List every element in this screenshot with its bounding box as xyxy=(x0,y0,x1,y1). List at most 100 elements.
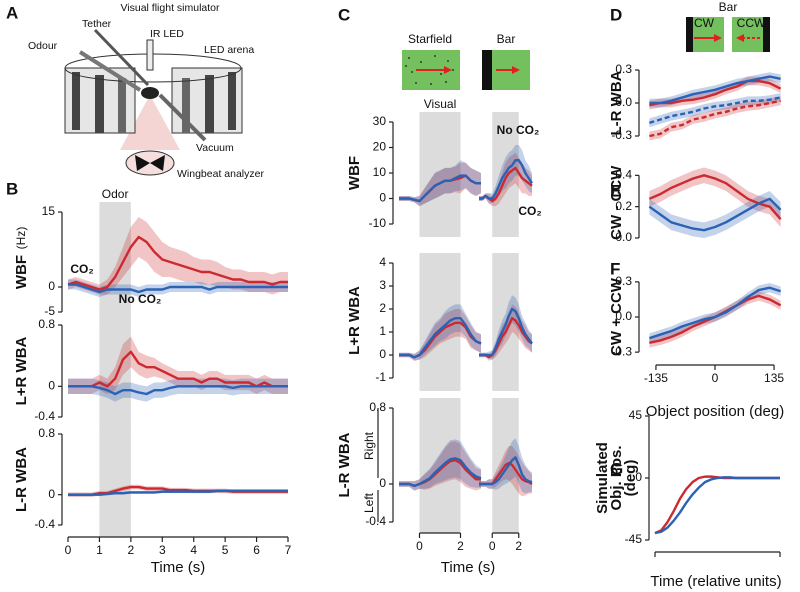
y-axis-label: Obj. Pos. xyxy=(608,445,625,510)
error-band xyxy=(68,217,288,295)
annotation: CO₂ xyxy=(70,262,93,276)
y-tick-label: 0.0 xyxy=(615,230,632,244)
diagram-label: Odour xyxy=(28,40,58,52)
x-tick-label: 7 xyxy=(285,543,292,557)
trace xyxy=(68,350,288,388)
x-axis-label: Time (s) xyxy=(441,559,495,576)
trace xyxy=(649,75,781,105)
diagram-label: IR LED xyxy=(150,28,184,40)
x-tick-label: 0 xyxy=(489,539,496,553)
y-axis-label: Simulated xyxy=(594,442,611,514)
trace xyxy=(67,235,288,291)
y-tick-label: 0 xyxy=(48,379,55,393)
y-axis-label: CW + CCW xyxy=(608,277,625,356)
y-tick-label: 10 xyxy=(373,165,387,179)
y-tick-label: -0.4 xyxy=(34,517,55,531)
stimulus-window xyxy=(419,398,461,533)
y-axis-label: L-R WBA xyxy=(13,447,30,512)
direction-label: Right xyxy=(362,431,376,460)
y-axis-label: WBF xyxy=(13,255,30,289)
y-axis-label: L+R WBA xyxy=(346,286,363,355)
y-tick-label: 0.3 xyxy=(615,62,632,76)
y-tick-label: 1 xyxy=(379,324,386,338)
stimulus-window xyxy=(419,112,461,237)
y-tick-label: 0.2 xyxy=(615,199,632,213)
trace xyxy=(648,197,782,232)
y-tick-label: 4 xyxy=(379,255,386,269)
x-tick-label: 4 xyxy=(190,543,197,557)
panel-label: F xyxy=(610,259,620,278)
y-tick-label: 0 xyxy=(379,476,386,490)
x-axis-label: Time (relative units) xyxy=(650,573,781,590)
trace xyxy=(479,317,533,359)
x-tick-label: 0 xyxy=(712,371,719,385)
y-tick-label: 2 xyxy=(379,301,386,315)
annotation: No CO₂ xyxy=(497,123,540,137)
chart-title: Bar xyxy=(497,32,516,46)
trace xyxy=(399,457,482,488)
trace xyxy=(649,96,781,124)
error-band xyxy=(399,439,481,491)
y-axis-unit: (Hz) xyxy=(14,227,28,250)
error-band xyxy=(399,441,481,491)
panel-label: E xyxy=(610,181,621,200)
annotation: No CO₂ xyxy=(119,292,162,306)
panel-label: A xyxy=(6,3,18,22)
direction-label: Left xyxy=(362,492,376,513)
x-tick-label: 3 xyxy=(159,543,166,557)
y-tick-label: 0.3 xyxy=(615,274,632,288)
y-tick-label: 20 xyxy=(373,140,387,154)
trace xyxy=(68,385,288,396)
y-axis-label: (deg) xyxy=(622,460,639,497)
y-tick-label: 0.8 xyxy=(38,317,55,331)
y-tick-label: -45 xyxy=(625,532,643,546)
trace xyxy=(649,79,782,107)
y-tick-label: 45 xyxy=(629,408,643,422)
diagram-label: Vacuum xyxy=(196,142,234,154)
error-band xyxy=(649,283,781,343)
error-band xyxy=(68,336,288,394)
trace xyxy=(479,456,533,486)
y-axis-label: L-R WBA xyxy=(608,70,625,135)
x-tick-label: 2 xyxy=(515,539,522,553)
stimulus-label: CW xyxy=(694,16,715,30)
y-tick-label: -0.4 xyxy=(34,409,55,423)
x-tick-label: 5 xyxy=(222,543,229,557)
y-axis-label: WBF xyxy=(346,156,363,190)
y-tick-label: -1 xyxy=(375,370,386,384)
y-tick-label: 3 xyxy=(379,278,386,292)
y-tick-label: 0.8 xyxy=(38,426,55,440)
y-tick-label: -0.4 xyxy=(365,514,386,528)
stimulus-label: CCW xyxy=(737,16,766,30)
stimulus-window xyxy=(99,202,131,325)
trace xyxy=(399,317,482,359)
stimulus-window xyxy=(99,424,131,537)
panel-label: B xyxy=(6,179,18,198)
x-tick-label: 6 xyxy=(253,543,260,557)
diagram-label: LED arena xyxy=(204,44,254,56)
y-tick-label: 0 xyxy=(379,191,386,205)
trace xyxy=(649,99,781,138)
y-tick-label: 15 xyxy=(42,204,56,218)
y-axis-label: CW - CCW xyxy=(608,165,625,240)
y-tick-label: 30 xyxy=(373,114,387,128)
error-band xyxy=(68,378,288,402)
stimulus-label: Visual xyxy=(424,97,456,111)
error-band xyxy=(68,279,288,297)
diagram-title: Visual flight simulator xyxy=(120,2,220,14)
x-axis-label: Object position (deg) xyxy=(646,403,784,420)
x-tick-label: 2 xyxy=(457,539,464,553)
panel-label: D xyxy=(610,5,622,24)
error-band xyxy=(649,191,781,238)
panel-label: G xyxy=(610,459,623,478)
stimulus-label: Odor xyxy=(102,187,129,201)
x-tick-label: -135 xyxy=(644,371,668,385)
x-tick-label: 0 xyxy=(65,543,72,557)
x-tick-label: 135 xyxy=(764,371,784,385)
y-tick-label: -0.3 xyxy=(611,128,632,142)
trace xyxy=(68,489,288,496)
x-tick-label: 2 xyxy=(128,543,135,557)
trace xyxy=(68,283,288,294)
x-axis-label: Time (s) xyxy=(151,559,205,576)
